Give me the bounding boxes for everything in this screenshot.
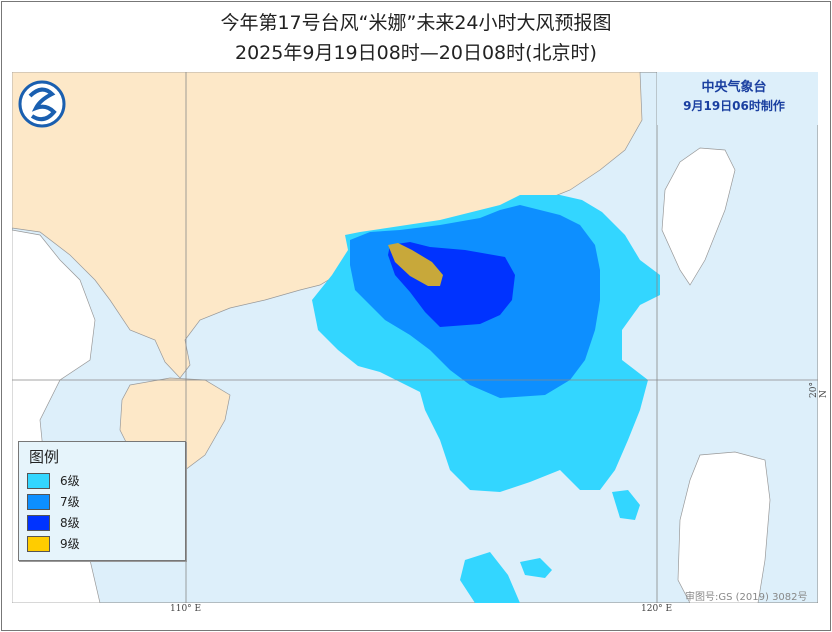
lon-label-110: 110° E [170,604,202,614]
agency-box [657,72,818,125]
legend-swatch [27,535,50,552]
wind-zone-6-patch [460,552,552,603]
legend-item-8: 8级 [27,514,80,531]
legend-swatch [27,472,50,489]
map-title: 今年第17号台风“米娜”未来24小时大风预报图 [220,12,612,34]
legend-item-9: 9级 [27,535,80,552]
agency-name: 中央气象台 [701,80,767,95]
land-taiwan [661,147,736,286]
cma-logo-icon [18,80,66,128]
approval-number: 审图号:GS (2019) 3082号 [685,592,808,603]
agency-label: 中央气象台 9月19日06时制作 [657,73,811,123]
legend-title: 图例 [29,448,60,466]
legend: 图例 6级 7级 8级 9级 [18,441,186,561]
wind-zone-9 [388,243,443,286]
lat-label-20: 20° N [809,382,829,398]
map-subtitle: 2025年9月19日08时—20日08时(北京时) [235,42,597,64]
legend-label: 8级 [60,516,80,530]
legend-label: 6级 [60,474,80,488]
issue-time: 9月19日06时制作 [683,99,785,113]
legend-item-7: 7级 [27,493,80,510]
legend-item-6: 6级 [27,472,80,489]
legend-label: 7级 [60,495,80,509]
land-china [12,72,643,379]
legend-swatch [27,514,50,531]
legend-label: 9级 [60,537,80,551]
wind-zone-6-patch [612,490,640,520]
land-luzon [677,451,771,603]
lon-label-120: 120° E [641,604,673,614]
legend-swatch [27,493,50,510]
